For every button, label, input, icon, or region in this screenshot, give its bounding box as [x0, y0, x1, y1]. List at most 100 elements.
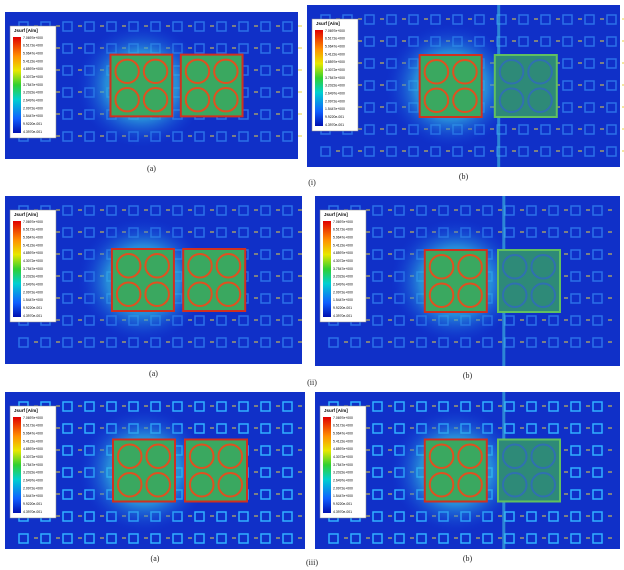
- legend-title: Jsurf [A/m]: [14, 212, 38, 217]
- field-panel: Jsurf [A/m] 7.0697e+000 6.5172e+000 5.9647e…: [307, 5, 624, 167]
- legend-value: 1.5447e+000: [23, 114, 43, 118]
- legend-value: 2.6497e+000: [333, 283, 353, 287]
- device: [498, 440, 560, 502]
- legend-value: 5.4122e+000: [325, 52, 345, 56]
- legend-value: 3.2022e+000: [23, 91, 43, 95]
- legend-value: 7.0697e+000: [23, 416, 43, 420]
- legend-value: 4.3072e+000: [23, 75, 43, 79]
- panel-label: (b): [459, 172, 469, 181]
- legend-value: 7.0697e+000: [325, 29, 345, 33]
- legend-value: 2.6497e+000: [23, 99, 43, 103]
- legend-value: 3.7547e+000: [23, 83, 43, 87]
- panel-label: (b): [463, 371, 473, 380]
- panel-label: (a): [151, 554, 160, 563]
- device: [181, 55, 243, 117]
- legend-value: 3.2022e+000: [333, 471, 353, 475]
- device: [110, 55, 172, 117]
- legend-value: 7.0697e+000: [23, 36, 43, 40]
- legend-value: 5.4122e+000: [23, 439, 43, 443]
- legend-value: 5.9647e+000: [23, 52, 43, 56]
- legend-value: 1.5447e+000: [333, 298, 353, 302]
- panel-label: (a): [149, 369, 158, 378]
- legend-value: 6.5172e+000: [23, 44, 43, 48]
- legend-value: 2.6497e+000: [23, 479, 43, 483]
- legend-value: 3.7547e+000: [23, 463, 43, 467]
- legend-value: 4.3970e-001: [23, 510, 42, 514]
- legend-value: 3.2022e+000: [333, 275, 353, 279]
- legend-value: 3.2022e+000: [23, 471, 43, 475]
- legend-value: 2.6497e+000: [325, 92, 345, 96]
- legend-value: 4.8597e+000: [23, 447, 43, 451]
- legend-title: Jsurf [A/m]: [316, 21, 340, 26]
- legend-value: 6.5172e+000: [333, 424, 353, 428]
- field-panel: Jsurf [A/m]7.0697e+0006.5172e+0005.9647e…: [5, 392, 305, 549]
- legend-value: 2.6497e+000: [23, 283, 43, 287]
- legend-value: 2.0972e+000: [23, 290, 43, 294]
- legend-value: 3.2022e+000: [325, 84, 345, 88]
- legend-value: 1.5447e+000: [325, 107, 345, 111]
- legend-value: 4.8597e+000: [23, 251, 43, 255]
- legend-title: Jsurf [A/m]: [324, 212, 348, 217]
- legend-value: 5.9647e+000: [333, 432, 353, 436]
- legend-value: 2.0972e+000: [325, 99, 345, 103]
- device: [498, 250, 560, 312]
- legend-value: 7.0697e+000: [23, 220, 43, 224]
- legend-value: 4.3072e+000: [333, 455, 353, 459]
- legend-value: 9.9220e-001: [23, 502, 42, 506]
- legend-value: 3.7547e+000: [333, 463, 353, 467]
- row-label: (iii): [306, 558, 318, 567]
- legend-value: 4.3970e-001: [333, 510, 352, 514]
- legend-value: 4.8597e+000: [325, 60, 345, 64]
- color-bar: [13, 417, 21, 513]
- legend-value: 4.3970e-001: [325, 123, 344, 127]
- color-bar: [323, 221, 331, 317]
- legend-value: 2.6497e+000: [333, 479, 353, 483]
- legend-value: 3.2022e+000: [23, 275, 43, 279]
- device: [425, 440, 487, 502]
- device: [495, 55, 557, 117]
- device: [185, 440, 247, 502]
- legend-value: 2.0972e+000: [333, 290, 353, 294]
- legend-value: 5.9647e+000: [23, 236, 43, 240]
- legend-value: 4.3072e+000: [325, 68, 345, 72]
- legend-value: 4.3970e-001: [23, 314, 42, 318]
- legend-value: 4.8597e+000: [333, 447, 353, 451]
- device: [113, 440, 175, 502]
- color-bar: [13, 37, 21, 133]
- legend-value: 9.9220e-001: [333, 306, 352, 310]
- row-label: (i): [308, 178, 316, 187]
- panel-label: (a): [147, 164, 156, 173]
- legend-title: Jsurf [A/m]: [324, 408, 348, 413]
- color-bar: [315, 30, 323, 126]
- legend-value: 4.3970e-001: [333, 314, 352, 318]
- legend-value: 9.9220e-001: [23, 306, 42, 310]
- legend-value: 6.5172e+000: [333, 228, 353, 232]
- legend-title: Jsurf [A/m]: [14, 408, 38, 413]
- legend-value: 5.4122e+000: [23, 59, 43, 63]
- field-panel: Jsurf [A/m] 7.0697e+000 6.5172e+000 5.9647e…: [5, 196, 302, 364]
- legend-value: 2.0972e+000: [23, 486, 43, 490]
- figure-canvas: Jsurf [A/m] 7.0697e+000 6.5172e+000 5.9647e…: [0, 0, 624, 570]
- field-panel: Jsurf [A/m]7.0697e+0006.5172e+0005.9647e…: [315, 196, 620, 366]
- device: [425, 250, 487, 312]
- legend-value: 1.5447e+000: [23, 494, 43, 498]
- legend-title: Jsurf [A/m]: [14, 28, 38, 33]
- legend-value: 2.0972e+000: [333, 486, 353, 490]
- legend-value: 1.5447e+000: [333, 494, 353, 498]
- legend-value: 5.4122e+000: [333, 243, 353, 247]
- legend-value: 6.5172e+000: [325, 37, 345, 41]
- figure: Jsurf [A/m] 7.0697e+000 6.5172e+000 5.9647e…: [0, 0, 624, 570]
- legend-value: 9.9220e-001: [333, 502, 352, 506]
- legend-value: 5.9647e+000: [325, 45, 345, 49]
- legend-value: 4.3970e-001: [23, 130, 42, 134]
- color-bar: [13, 221, 21, 317]
- legend-value: 4.8597e+000: [333, 251, 353, 255]
- legend-value: 2.0972e+000: [23, 106, 43, 110]
- legend-value: 4.3072e+000: [23, 455, 43, 459]
- field-panel: Jsurf [A/m]7.0697e+0006.5172e+0005.9647e…: [315, 392, 620, 549]
- legend-value: 6.5172e+000: [23, 228, 43, 232]
- legend-value: 3.7547e+000: [23, 267, 43, 271]
- legend-value: 9.9220e-001: [325, 115, 344, 119]
- device: [420, 55, 482, 117]
- legend-value: 4.8597e+000: [23, 67, 43, 71]
